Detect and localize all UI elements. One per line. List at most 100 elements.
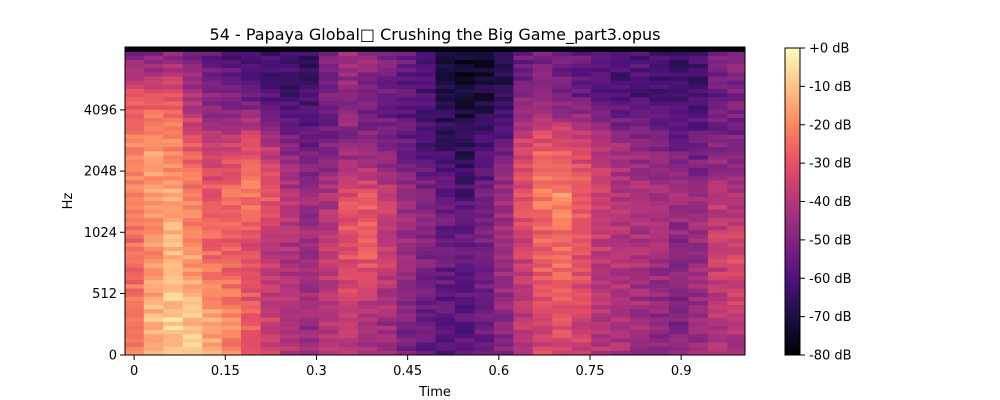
- heatmap-cell: [630, 321, 651, 327]
- heatmap-cell: [727, 280, 745, 285]
- heatmap-cell: [143, 151, 164, 157]
- heatmap-cell: [144, 22, 164, 27]
- heatmap-cell: [571, 296, 592, 302]
- heatmap-cell: [591, 271, 612, 277]
- heatmap-cell: [552, 300, 573, 306]
- heatmap-cell: [338, 143, 359, 148]
- heatmap-cell: [435, 130, 456, 136]
- heatmap-cell: [532, 76, 553, 82]
- heatmap-cell: [338, 350, 359, 355]
- heatmap-cell: [280, 242, 301, 248]
- heatmap-cell: [435, 226, 456, 231]
- heatmap-cell: [143, 284, 164, 290]
- heatmap-cell: [630, 97, 651, 103]
- heatmap-cell: [455, 59, 476, 65]
- heatmap-cell: [260, 338, 281, 344]
- heatmap-cell: [610, 238, 631, 244]
- heatmap-cell: [513, 134, 534, 140]
- heatmap-cell: [552, 251, 573, 256]
- heatmap-cell: [221, 118, 242, 123]
- heatmap-cell: [143, 338, 164, 344]
- heatmap-cell: [357, 113, 378, 119]
- heatmap-cell: [396, 330, 417, 335]
- heatmap-cell: [610, 122, 631, 127]
- heatmap-cell: [338, 163, 359, 169]
- heatmap-cell: [416, 101, 437, 107]
- heatmap-cell: [669, 209, 690, 215]
- heatmap-cell: [357, 209, 378, 215]
- heatmap-cell: [571, 109, 592, 115]
- heatmap-cell: [493, 342, 515, 348]
- heatmap-cell: [125, 126, 145, 132]
- heatmap-cell: [513, 130, 534, 136]
- heatmap-cell: [493, 105, 515, 111]
- heatmap-cell: [688, 217, 709, 223]
- heatmap-cell: [241, 305, 262, 310]
- heatmap-cell: [707, 350, 728, 355]
- heatmap-cell: [435, 205, 456, 211]
- heatmap-cell: [143, 255, 164, 260]
- heatmap-cell: [474, 138, 495, 144]
- heatmap-cell: [143, 300, 164, 306]
- heatmap-cell: [163, 226, 184, 231]
- heatmap-cell: [552, 101, 573, 107]
- colorbar-tick-label: -60 dB: [809, 272, 852, 287]
- heatmap-cell: [493, 188, 515, 194]
- heatmap-cell: [669, 39, 689, 44]
- heatmap-cell: [260, 284, 281, 290]
- heatmap-cell: [221, 317, 242, 323]
- heatmap-cell: [396, 255, 417, 260]
- heatmap-cell: [338, 201, 359, 206]
- heatmap-cell: [435, 255, 456, 260]
- heatmap-cell: [649, 242, 670, 248]
- heatmap-cell: [513, 138, 534, 144]
- heatmap-cell: [727, 242, 745, 248]
- heatmap-cell: [513, 201, 534, 206]
- heatmap-cell: [707, 126, 728, 132]
- heatmap-cell: [669, 68, 690, 73]
- heatmap-cell: [493, 296, 515, 302]
- heatmap-cell: [688, 138, 709, 144]
- heatmap-cell: [610, 217, 631, 223]
- heatmap-cell: [163, 325, 184, 331]
- heatmap-cell: [357, 76, 378, 82]
- heatmap-cell: [688, 130, 709, 136]
- heatmap-cell: [474, 172, 495, 177]
- heatmap-cell: [669, 213, 690, 219]
- heatmap-cell: [532, 330, 553, 335]
- heatmap-cell: [143, 246, 164, 252]
- heatmap-cell: [591, 105, 612, 111]
- heatmap-cell: [318, 330, 339, 335]
- heatmap-cell: [493, 159, 515, 165]
- heatmap-cell: [552, 147, 573, 152]
- heatmap-cell: [591, 93, 612, 98]
- heatmap-cell: [416, 338, 437, 344]
- heatmap-cell: [571, 288, 592, 294]
- heatmap-cell: [552, 305, 573, 310]
- heatmap-cell: [455, 155, 476, 161]
- heatmap-cell: [571, 97, 592, 103]
- heatmap-cell: [688, 226, 709, 231]
- heatmap-cell: [649, 51, 670, 57]
- heatmap-cell: [182, 55, 203, 61]
- heatmap-cell: [377, 151, 398, 157]
- heatmap-cell: [280, 68, 301, 73]
- heatmap-cell: [377, 267, 398, 273]
- heatmap-cell: [241, 205, 262, 211]
- heatmap-cell: [669, 230, 690, 236]
- heatmap-cell: [299, 309, 320, 315]
- heatmap-cell: [552, 309, 573, 315]
- heatmap-cell: [125, 197, 145, 202]
- heatmap-cell: [202, 317, 223, 323]
- heatmap-cell: [493, 263, 515, 269]
- heatmap-cell: [649, 176, 670, 182]
- heatmap-cell: [474, 350, 495, 355]
- heatmap-cell: [357, 234, 378, 240]
- heatmap-cell: [357, 280, 378, 285]
- heatmap-cell: [182, 64, 203, 69]
- heatmap-cell: [513, 330, 534, 335]
- heatmap-cell: [669, 155, 690, 161]
- heatmap-cell: [591, 101, 612, 107]
- heatmap-cell: [260, 209, 281, 215]
- x-axis-label: Time: [418, 385, 451, 400]
